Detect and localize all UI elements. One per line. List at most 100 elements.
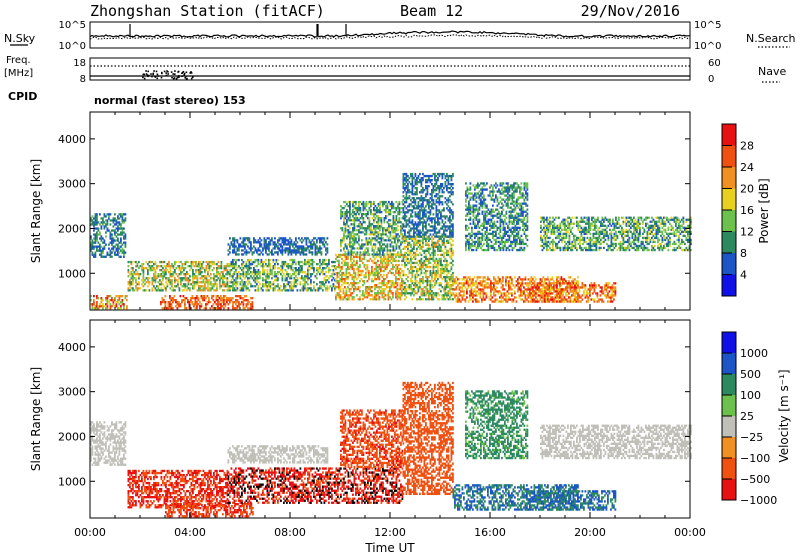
echo-cell xyxy=(404,255,406,259)
echo-cell xyxy=(207,260,209,264)
echo-cell xyxy=(216,273,218,276)
echo-cell xyxy=(440,263,442,267)
echo-cell xyxy=(405,201,408,204)
echo-cell xyxy=(184,275,187,278)
echo-cell xyxy=(392,253,395,256)
echo-cell xyxy=(236,287,239,290)
echo-cell xyxy=(441,191,444,194)
echo-cell xyxy=(136,273,139,276)
echo-cell xyxy=(401,263,403,267)
echo-cell xyxy=(319,258,321,262)
echo-cell xyxy=(500,298,503,301)
echo-cell xyxy=(438,259,441,263)
echo-cell xyxy=(169,287,172,290)
echo-cell xyxy=(138,283,140,286)
echo-cell xyxy=(245,281,248,284)
echo-cell xyxy=(130,267,133,270)
echo-cell xyxy=(161,299,164,302)
echo-cell xyxy=(449,280,451,283)
echo-cell xyxy=(196,275,199,278)
echo-cell xyxy=(345,294,348,297)
echo-cell xyxy=(150,267,152,270)
echo-cell xyxy=(326,265,329,268)
echo-cell xyxy=(260,289,263,292)
echo-cell xyxy=(437,263,439,267)
echo-cell xyxy=(260,245,263,248)
echo-cell xyxy=(422,213,424,216)
echo-cell xyxy=(387,271,390,275)
echo-cell xyxy=(398,219,401,222)
echo-cell xyxy=(435,273,438,277)
echo-cell xyxy=(145,267,148,270)
echo-cell xyxy=(184,263,187,266)
echo-cell xyxy=(395,259,397,263)
nsky-tick-low: 10^0 xyxy=(59,41,86,52)
echo-cell xyxy=(450,233,453,236)
echo-cell xyxy=(266,273,269,276)
echo-cell xyxy=(184,307,186,310)
echo-cell xyxy=(121,229,124,232)
echo-cell xyxy=(410,255,412,259)
echo-cell xyxy=(295,245,297,248)
echo-cell xyxy=(263,273,266,276)
echo-cell xyxy=(322,241,324,244)
echo-cell xyxy=(512,300,515,303)
echo-cell xyxy=(455,280,458,283)
echo-cell xyxy=(250,305,252,308)
echo-cell xyxy=(523,286,525,289)
echo-cell xyxy=(284,239,287,242)
echo-cell xyxy=(310,258,312,262)
echo-cell xyxy=(105,299,107,302)
echo-cell xyxy=(254,289,257,292)
echo-cell xyxy=(313,287,315,290)
echo-cell xyxy=(262,260,264,264)
echo-cell xyxy=(326,263,329,266)
echo-cell xyxy=(377,219,380,222)
echo-cell xyxy=(353,213,356,216)
echo-cell xyxy=(284,260,287,264)
echo-cell xyxy=(340,249,342,252)
echo-cell xyxy=(307,277,309,280)
echo-cell xyxy=(392,245,395,248)
echo-cell xyxy=(124,233,127,236)
echo-cell xyxy=(343,253,345,256)
echo-cell xyxy=(254,281,257,284)
echo-cell xyxy=(362,284,364,287)
echo-cell xyxy=(429,193,432,196)
echo-cell xyxy=(172,271,175,274)
echo-cell xyxy=(225,267,227,270)
echo-cell xyxy=(428,247,430,250)
echo-cell xyxy=(114,213,116,216)
echo-cell xyxy=(414,282,417,285)
echo-cell xyxy=(275,279,278,282)
echo-cell xyxy=(160,301,162,304)
echo-cell xyxy=(105,223,107,226)
echo-cell xyxy=(334,279,336,282)
echo-cell xyxy=(428,294,430,297)
echo-cell xyxy=(434,203,436,206)
echo-cell xyxy=(414,172,417,176)
echo-cell xyxy=(278,287,281,290)
echo-cell xyxy=(392,284,394,287)
echo-cell xyxy=(112,237,115,240)
echo-cell xyxy=(227,243,230,246)
echo-cell xyxy=(426,193,429,196)
echo-cell xyxy=(350,257,352,261)
echo-cell xyxy=(511,300,513,303)
echo-cell xyxy=(376,251,378,254)
echo-cell xyxy=(422,278,424,281)
echo-cell xyxy=(284,269,287,272)
echo-cell xyxy=(414,265,417,269)
echo-cell xyxy=(256,273,258,276)
echo-cell xyxy=(434,217,436,220)
echo-cell xyxy=(449,288,451,291)
echo-cell xyxy=(383,273,385,277)
echo-cell xyxy=(259,243,261,246)
echo-cell xyxy=(232,285,234,288)
echo-cell xyxy=(405,174,408,178)
echo-cell xyxy=(426,247,429,250)
echo-cell xyxy=(269,267,272,270)
echo-cell xyxy=(398,271,400,275)
echo-cell xyxy=(156,265,158,268)
echo-cell xyxy=(454,296,456,299)
